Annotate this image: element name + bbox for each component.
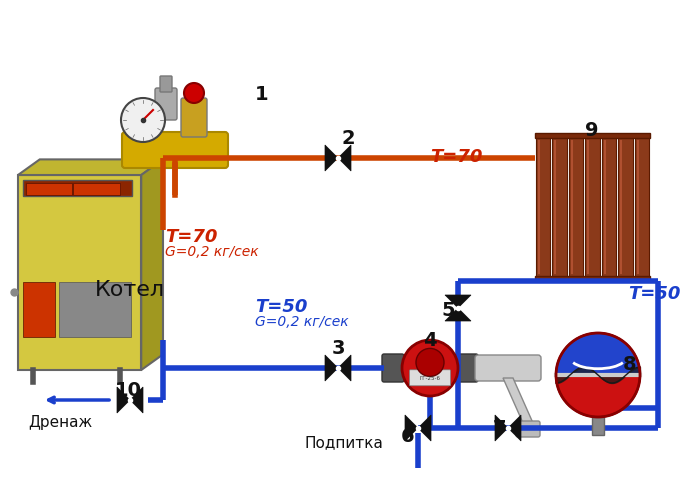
FancyBboxPatch shape [635, 136, 649, 278]
FancyBboxPatch shape [585, 136, 600, 278]
FancyBboxPatch shape [516, 421, 540, 437]
Polygon shape [445, 295, 471, 308]
Circle shape [416, 348, 444, 376]
Circle shape [402, 340, 458, 396]
FancyBboxPatch shape [122, 132, 228, 168]
FancyBboxPatch shape [155, 88, 177, 120]
Polygon shape [418, 415, 431, 441]
Polygon shape [325, 145, 338, 171]
FancyBboxPatch shape [536, 136, 550, 278]
FancyBboxPatch shape [456, 354, 478, 382]
Polygon shape [338, 145, 351, 171]
Text: Котел: Котел [95, 280, 165, 300]
Text: 7: 7 [494, 418, 507, 438]
FancyBboxPatch shape [23, 180, 132, 196]
FancyBboxPatch shape [535, 133, 650, 138]
Circle shape [184, 83, 204, 103]
Text: 4: 4 [424, 330, 437, 349]
Text: ГГ-25-6: ГГ-25-6 [419, 376, 440, 381]
FancyBboxPatch shape [382, 354, 404, 382]
Polygon shape [141, 160, 163, 370]
Polygon shape [445, 308, 471, 321]
Text: 5: 5 [441, 300, 455, 320]
Text: T=70: T=70 [165, 228, 218, 246]
Polygon shape [18, 160, 163, 175]
Polygon shape [503, 378, 533, 423]
FancyBboxPatch shape [569, 136, 583, 278]
Polygon shape [495, 415, 508, 441]
Polygon shape [338, 355, 351, 381]
FancyBboxPatch shape [59, 282, 131, 337]
FancyBboxPatch shape [410, 370, 451, 386]
Text: 1: 1 [256, 86, 269, 104]
FancyBboxPatch shape [592, 417, 604, 435]
Polygon shape [325, 355, 338, 381]
Polygon shape [405, 415, 418, 441]
Text: 9: 9 [585, 120, 598, 140]
Polygon shape [130, 387, 143, 413]
Text: 6: 6 [401, 426, 415, 446]
FancyBboxPatch shape [26, 183, 72, 194]
FancyBboxPatch shape [160, 76, 172, 92]
Text: 2: 2 [341, 128, 355, 148]
FancyBboxPatch shape [181, 98, 207, 137]
Polygon shape [117, 387, 130, 413]
Circle shape [121, 98, 165, 142]
FancyBboxPatch shape [535, 276, 650, 281]
Text: G=0,2 кг/сек: G=0,2 кг/сек [165, 245, 258, 259]
Text: 10: 10 [115, 380, 141, 400]
Text: T=50: T=50 [255, 298, 307, 316]
Text: T=50: T=50 [628, 285, 680, 303]
FancyBboxPatch shape [552, 136, 567, 278]
Text: 3: 3 [331, 338, 344, 357]
FancyBboxPatch shape [18, 175, 141, 370]
Text: T=70: T=70 [430, 148, 482, 166]
FancyBboxPatch shape [475, 355, 541, 381]
Text: Дренаж: Дренаж [28, 415, 92, 430]
Text: 8: 8 [623, 356, 637, 374]
Text: Подпитка: Подпитка [305, 435, 384, 450]
Polygon shape [508, 415, 521, 441]
FancyBboxPatch shape [618, 136, 633, 278]
FancyBboxPatch shape [73, 183, 120, 194]
Text: G=0,2 кг/сек: G=0,2 кг/сек [255, 315, 349, 329]
Wedge shape [556, 375, 640, 417]
FancyBboxPatch shape [23, 282, 55, 337]
FancyBboxPatch shape [602, 136, 616, 278]
Wedge shape [556, 333, 640, 375]
